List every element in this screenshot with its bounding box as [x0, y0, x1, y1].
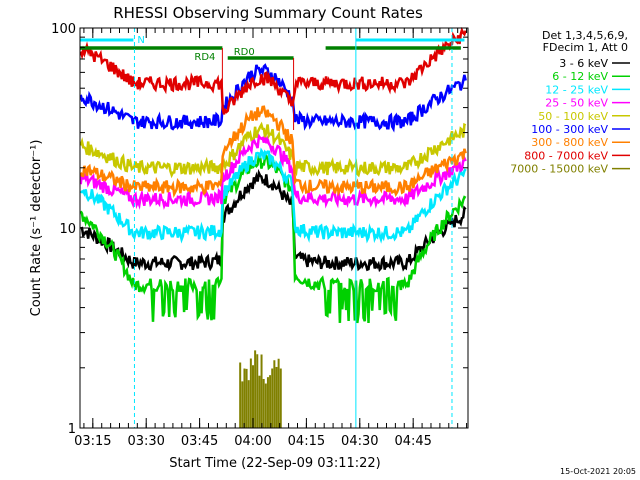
legend-entry-label: 800 - 7000 keV — [524, 149, 608, 162]
x-tick-label: 04:30 — [341, 434, 378, 449]
legend-entry-label: 25 - 50 keV — [545, 97, 608, 110]
footer-date: 15-Oct-2021 20:05 — [560, 467, 636, 476]
x-tick-label: 04:00 — [234, 434, 271, 449]
series-line-7 — [79, 26, 467, 115]
legend-entry-label: 3 - 6 keV — [559, 57, 608, 70]
plot-area: RD4 RD0 N — [79, 26, 469, 429]
legend-entry-label: 7000 - 15000 keV — [510, 163, 608, 176]
chart-title: RHESSI Observing Summary Count Rates — [113, 4, 423, 22]
series-line-0 — [80, 168, 467, 273]
x-tick-label: 04:15 — [288, 434, 325, 449]
series-line-4 — [79, 121, 467, 179]
y-tick-label: 100 — [51, 22, 76, 37]
legend-entry-label: 50 - 100 keV — [538, 110, 608, 123]
y-tick-label: 1 — [68, 422, 76, 437]
x-tick-label: 03:15 — [74, 434, 111, 449]
y-axis: 1 10 100 — [51, 22, 468, 437]
x-tick-label: 04:45 — [394, 434, 431, 449]
x-tick-label: 03:45 — [181, 434, 218, 449]
attenuator-label: RD0 — [234, 47, 255, 58]
y-tick-label: 10 — [59, 222, 76, 237]
x-axis-label: Start Time (22-Sep-09 03:11:22) — [169, 456, 380, 471]
legend-entry-label: 6 - 12 keV — [552, 70, 608, 83]
y-axis-label: Count Rate (s⁻¹ detector⁻¹) — [29, 140, 44, 317]
series-line-3 — [79, 132, 467, 210]
legend-header-2: FDecim 1, Att 0 — [543, 41, 628, 54]
x-axis: 03:15 03:30 03:45 04:00 04:15 04:30 04:45 — [74, 28, 468, 449]
legend: Det 1,3,4,5,6,9, FDecim 1, Att 0 3 - 6 k… — [510, 29, 630, 176]
series-line-2 — [80, 147, 467, 244]
legend-entry-label: 300 - 800 keV — [531, 136, 608, 149]
legend-entry-label: 12 - 25 keV — [545, 83, 608, 96]
legend-entry-label: 100 - 300 keV — [531, 123, 608, 136]
x-tick-label: 03:30 — [127, 434, 164, 449]
legend-header-1: Det 1,3,4,5,6,9, — [542, 29, 628, 42]
night-flag-label: N — [137, 35, 144, 46]
attenuator-label: RD4 — [194, 52, 215, 63]
series-line-6 — [79, 105, 467, 198]
